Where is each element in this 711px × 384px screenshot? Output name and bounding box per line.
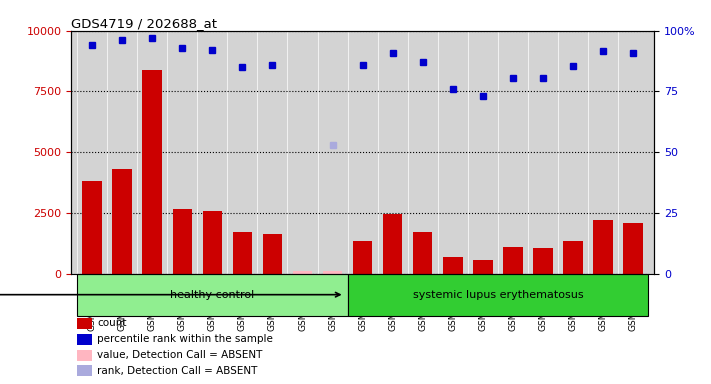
Bar [563,241,583,274]
Bar [77,349,92,361]
Text: count: count [97,318,127,328]
Text: disease state: disease state [0,290,340,300]
Bar [77,318,92,329]
Bar [323,271,342,274]
Bar [112,169,132,274]
Bar [473,260,493,274]
Bar [77,366,92,376]
Bar [173,209,192,274]
Bar [413,232,432,274]
Bar [232,232,252,274]
FancyBboxPatch shape [348,274,648,316]
Text: value, Detection Call = ABSENT: value, Detection Call = ABSENT [97,350,262,360]
Bar [82,181,102,274]
Text: rank, Detection Call = ABSENT: rank, Detection Call = ABSENT [97,366,257,376]
Bar [624,223,643,274]
Bar [77,334,92,345]
Bar [383,214,402,274]
Bar [142,70,162,274]
Bar [533,248,552,274]
Text: percentile rank within the sample: percentile rank within the sample [97,334,273,344]
Bar [353,241,373,274]
Bar [503,247,523,274]
Bar [593,220,613,274]
FancyBboxPatch shape [77,274,348,316]
Bar [293,271,312,274]
Bar [203,210,222,274]
Bar [443,257,463,274]
Text: healthy control: healthy control [170,290,255,300]
Bar [262,234,282,274]
Text: GDS4719 / 202688_at: GDS4719 / 202688_at [71,17,217,30]
Text: systemic lupus erythematosus: systemic lupus erythematosus [412,290,583,300]
